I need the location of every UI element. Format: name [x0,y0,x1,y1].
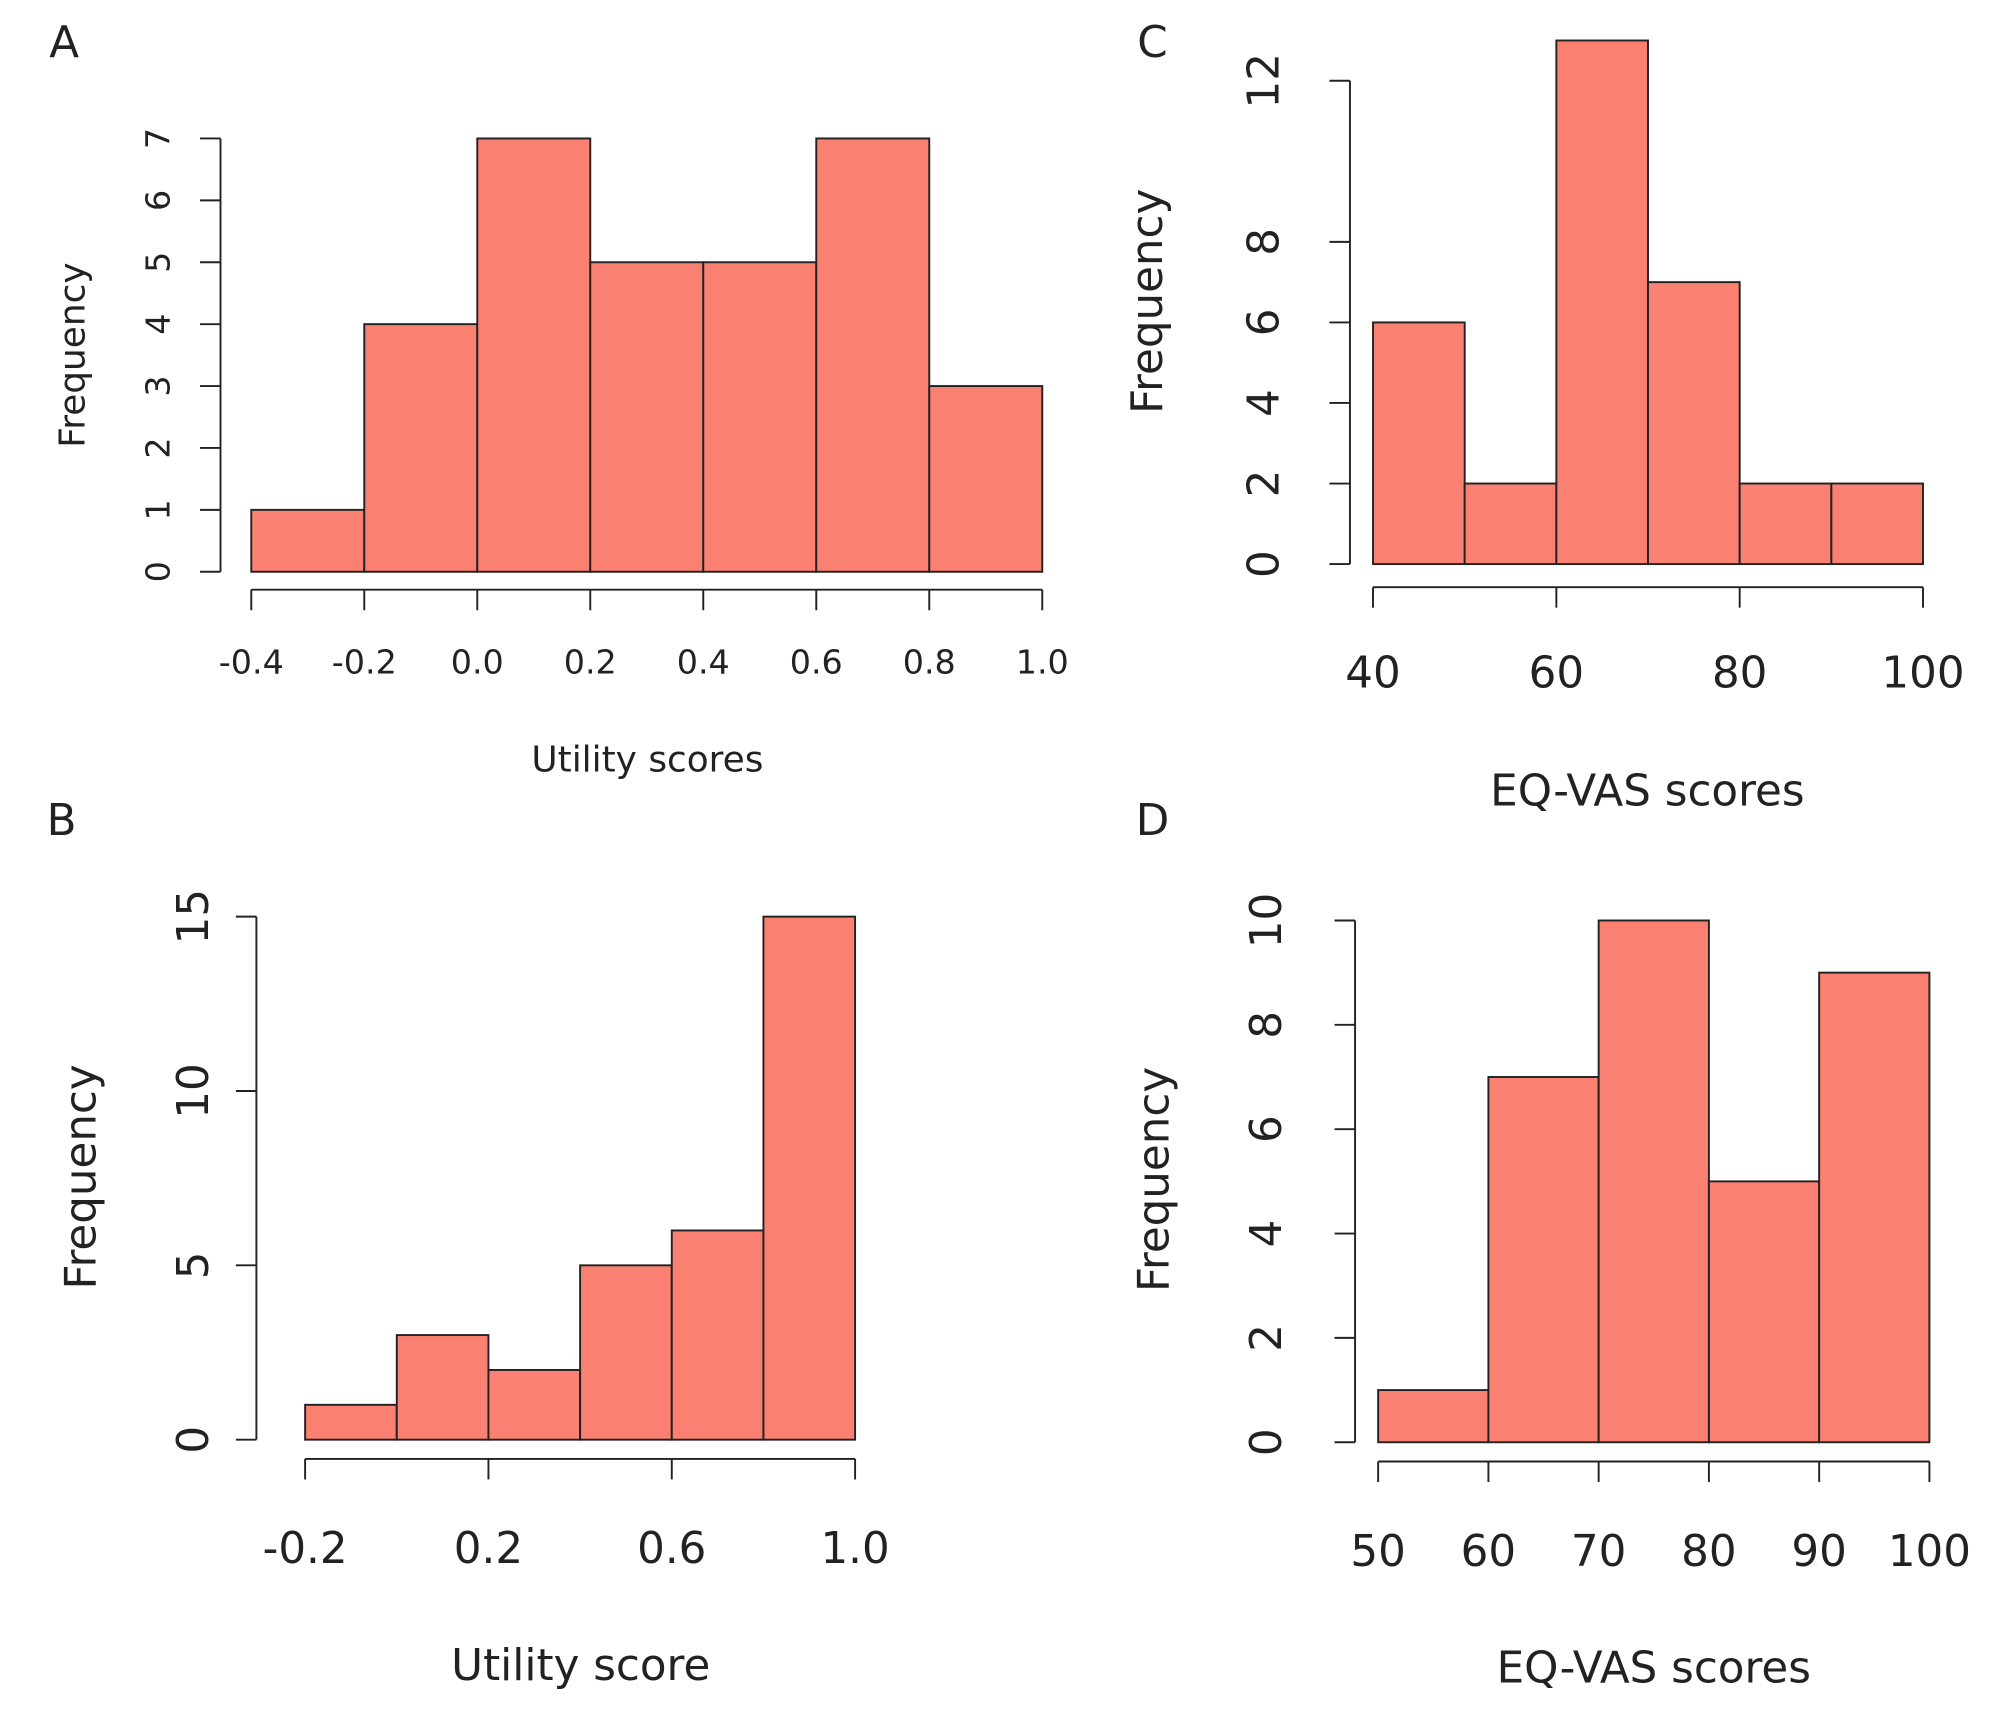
x-tick-label: 0.0 [451,643,504,682]
bar [250,508,366,573]
bar [1738,482,1833,566]
bar [1818,971,1931,1444]
y-tick-label: 2 [1242,1324,1292,1352]
bar [363,323,479,573]
y-axis-label: Frequency [52,262,93,447]
x-tick-label: 0.2 [564,643,617,682]
y-tick-label: 0 [1240,550,1290,578]
y-tick-label: 0 [169,1426,219,1454]
x-tick-label: -0.2 [332,643,397,682]
x-tick-label: 40 [1345,649,1400,699]
x-tick-label: 0.6 [637,1524,706,1574]
y-tick-label: 8 [1242,1011,1292,1039]
x-tick-label: 0.4 [677,643,730,682]
bar [1555,39,1649,566]
y-tick-label: 12 [1240,53,1290,108]
bar [1487,1076,1600,1444]
panel-label: D [1136,796,1170,846]
y-tick-label: 5 [139,252,178,273]
y-tick-label: 0 [139,561,178,582]
y-axis-label: Frequency [1123,189,1173,414]
y-tick-label: 15 [169,889,219,944]
bar [702,261,818,573]
x-tick-label: 60 [1529,649,1584,699]
y-tick-label: 10 [1242,893,1292,948]
panel-label: A [49,18,79,68]
bar [815,137,931,573]
x-tick-label: 0.8 [903,643,956,682]
x-tick-label: -0.2 [263,1524,348,1574]
x-tick-label: -0.4 [219,643,284,682]
bar [579,1264,673,1441]
bar [1377,1389,1490,1444]
bar [304,1403,398,1441]
bar [1463,482,1558,566]
bar [928,385,1044,573]
y-tick-label: 7 [139,128,178,149]
y-axis-label: Frequency [1129,1067,1179,1292]
bar [395,1334,490,1441]
x-tick-label: 80 [1712,649,1767,699]
y-tick-label: 1 [139,499,178,520]
bar [1597,919,1710,1444]
y-tick-label: 0 [1242,1428,1292,1456]
x-tick-label: 50 [1350,1527,1405,1577]
x-tick-label: 60 [1461,1527,1516,1577]
y-tick-label: 6 [1240,309,1290,337]
y-tick-label: 8 [1240,228,1290,256]
bar [1647,281,1741,566]
y-tick-label: 6 [139,190,178,211]
x-axis-label: Utility score [451,1641,710,1691]
y-tick-label: 2 [1240,470,1290,498]
x-axis-label: EQ-VAS scores [1497,1643,1811,1693]
x-axis-label: EQ-VAS scores [1490,767,1804,817]
y-tick-label: 2 [139,437,178,458]
y-tick-label: 3 [139,375,178,396]
x-tick-label: 80 [1681,1527,1736,1577]
bar [1707,1180,1821,1444]
x-tick-label: 100 [1888,1527,1971,1577]
bar [762,915,857,1441]
y-tick-label: 10 [169,1063,219,1118]
x-axis-label: Utility scores [531,740,763,781]
x-tick-label: 0.6 [790,643,843,682]
bar [589,261,705,573]
y-tick-label: 4 [139,314,178,335]
x-tick-label: 0.2 [454,1524,523,1574]
x-tick-label: 70 [1571,1527,1626,1577]
panel-label: B [47,796,77,846]
panels: -0.4 -0.2 0.0 0.2 0.4 0.6 0.8 1.001234567Utilit… [47,18,1971,1694]
x-tick-label: 90 [1791,1527,1846,1577]
x-tick-label: 1.0 [1016,643,1069,682]
x-tick-label: 1.0 [820,1524,889,1574]
bar [487,1368,582,1441]
bar [476,137,592,573]
bar [1372,321,1466,566]
panel-label: C [1137,18,1167,68]
x-tick-label: 100 [1881,649,1964,699]
y-tick-label: 6 [1242,1115,1292,1143]
y-tick-label: 4 [1242,1220,1292,1248]
y-axis-label: Frequency [56,1064,106,1289]
bar [1830,482,1924,566]
y-tick-label: 5 [169,1251,219,1279]
bar [670,1229,765,1441]
y-tick-label: 4 [1240,389,1290,417]
